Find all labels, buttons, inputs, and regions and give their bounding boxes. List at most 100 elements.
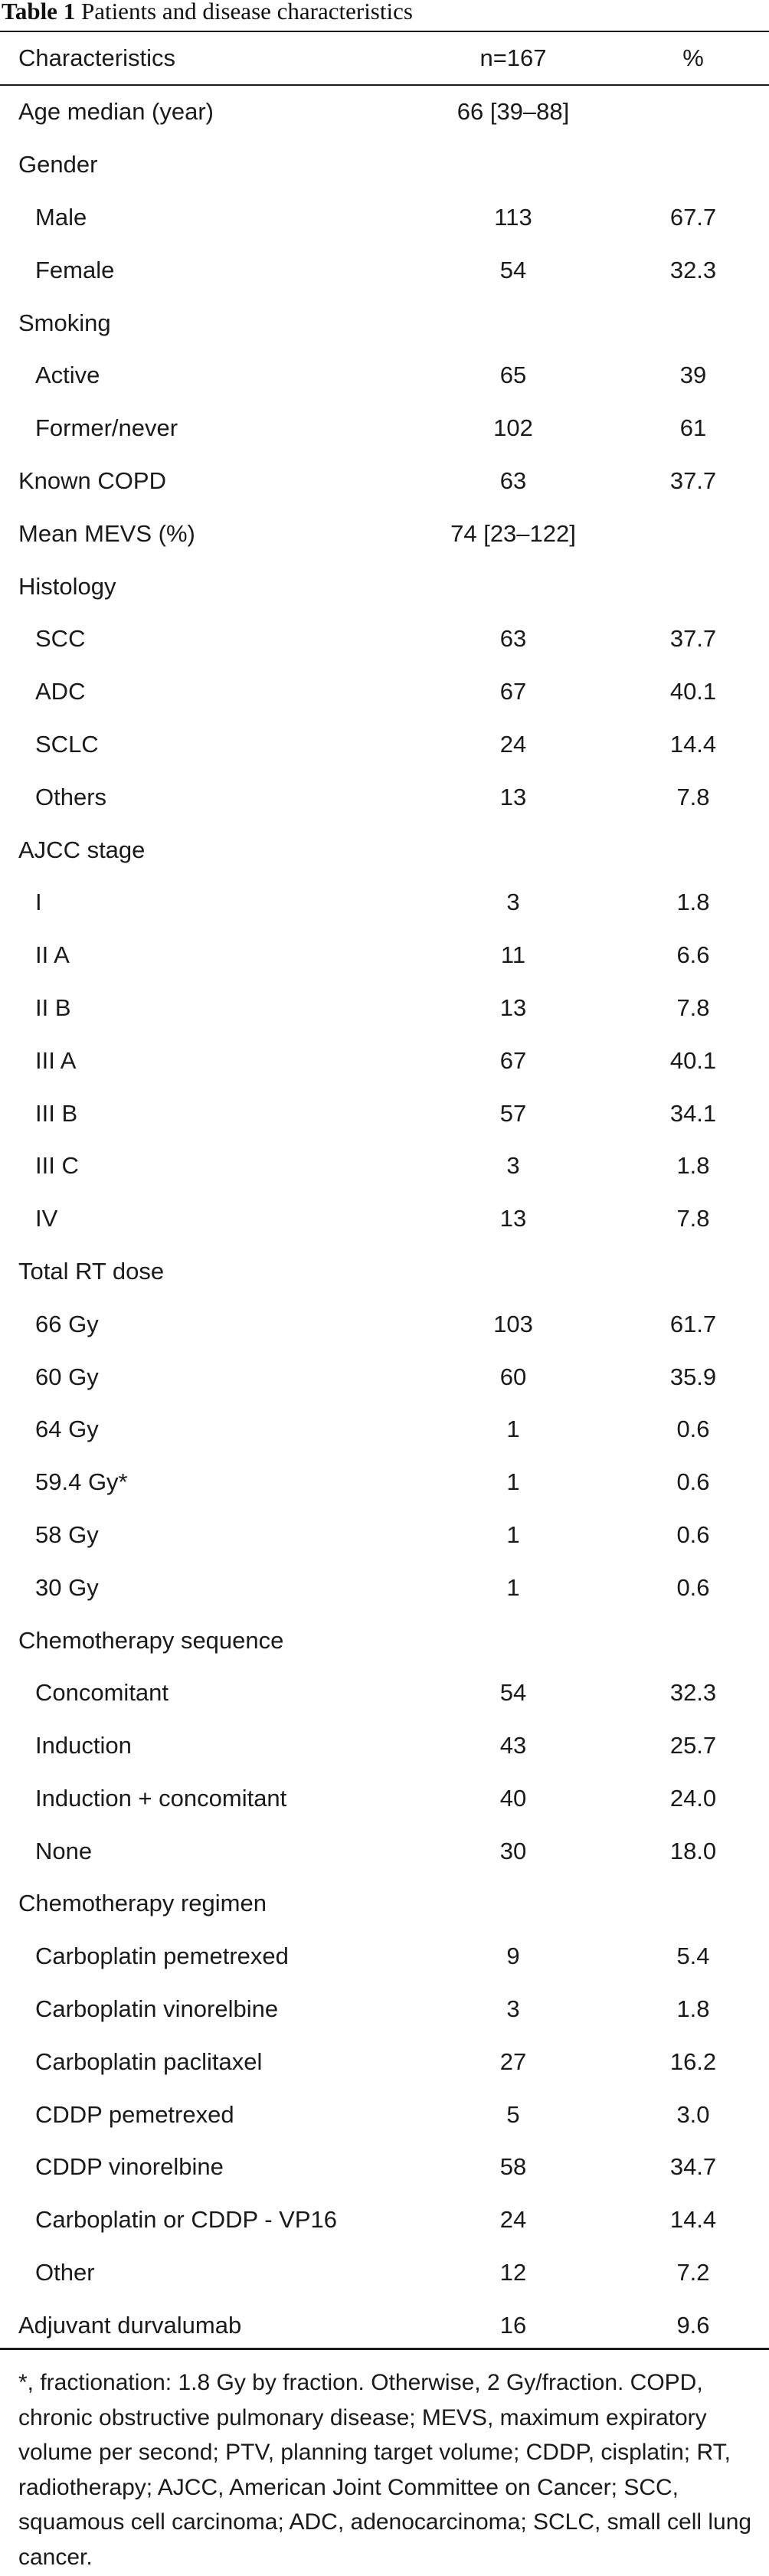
row-percent — [620, 139, 766, 191]
table-row: 60 Gy 60 35.9 — [0, 1350, 769, 1403]
row-n: 54 — [499, 1679, 527, 1707]
table-row: 30 Gy 1 0.6 — [0, 1561, 769, 1614]
row-percent — [620, 1245, 766, 1298]
row-label: Carboplatin or CDDP - VP16 — [35, 2206, 337, 2234]
table-row: Age median (year) 66 [39–88] — [0, 86, 769, 139]
table-row: IV 13 7.8 — [0, 1193, 769, 1245]
row-n: 3 — [506, 1995, 520, 2023]
row-percent: 37.7 — [669, 625, 717, 653]
table-row: II A 11 6.6 — [0, 929, 769, 982]
row-n — [398, 1614, 628, 1667]
table-row: III B 57 34.1 — [0, 1087, 769, 1140]
row-label: I — [35, 889, 42, 916]
row-percent — [620, 1877, 766, 1930]
table-row: AJCC stage — [0, 823, 769, 876]
row-n — [398, 296, 628, 349]
row-percent: 37.7 — [669, 466, 717, 494]
row-label: III B — [35, 1099, 78, 1127]
table-row: 64 Gy 1 0.6 — [0, 1403, 769, 1456]
row-percent — [620, 507, 766, 560]
table-row: 59.4 Gy* 1 0.6 — [0, 1456, 769, 1509]
table-row: Adjuvant durvalumab 16 9.6 — [0, 2299, 769, 2352]
row-label: Concomitant — [35, 1679, 169, 1707]
row-n: 1 — [506, 1468, 520, 1496]
row-n: 113 — [494, 203, 532, 231]
row-n: 1 — [506, 1416, 520, 1443]
row-label: AJCC stage — [18, 836, 146, 863]
row-n: 30 — [499, 1837, 527, 1864]
row-percent: 0.6 — [676, 1416, 710, 1443]
row-label: Age median (year) — [18, 98, 214, 126]
row-label: Known COPD — [18, 466, 166, 494]
table-header: Characteristics n=167 % — [0, 32, 769, 84]
row-label: III A — [35, 1046, 77, 1074]
row-n: 67 — [499, 678, 527, 705]
table-row: 66 Gy 103 61.7 — [0, 1298, 769, 1350]
table-row: Other 12 7.2 — [0, 2247, 769, 2299]
row-n: 12 — [499, 2259, 527, 2286]
row-percent: 14.4 — [669, 2206, 717, 2234]
table-row: Active 65 39 — [0, 349, 769, 402]
row-percent: 9.6 — [676, 2311, 710, 2339]
row-percent — [620, 823, 766, 876]
row-n — [398, 1877, 628, 1930]
table-row: CDDP pemetrexed 5 3.0 — [0, 2088, 769, 2141]
row-percent: 40.1 — [669, 1046, 717, 1074]
table-row: Chemotherapy sequence — [0, 1614, 769, 1667]
row-n: 3 — [506, 1152, 520, 1180]
row-n — [398, 1245, 628, 1298]
row-label: Gender — [18, 151, 98, 178]
table-row: Induction + concomitant 40 24.0 — [0, 1772, 769, 1825]
table-row: SCLC 24 14.4 — [0, 718, 769, 771]
table-row: CDDP vinorelbine 58 34.7 — [0, 2141, 769, 2194]
table-row: Gender — [0, 139, 769, 191]
row-percent: 7.8 — [676, 783, 710, 810]
row-n: 24 — [499, 2206, 527, 2234]
row-n: 1 — [506, 1520, 520, 1548]
row-label: II B — [35, 993, 71, 1021]
row-n: 54 — [499, 256, 527, 283]
row-percent: 5.4 — [676, 1943, 710, 1970]
row-label: Chemotherapy regimen — [18, 1890, 267, 1917]
row-label: SCLC — [35, 730, 99, 758]
row-label: Others — [35, 783, 107, 810]
row-percent: 14.4 — [669, 730, 717, 758]
table-caption-title: Patients and disease characteristics — [80, 0, 413, 25]
row-percent: 24.0 — [669, 1784, 717, 1812]
header-percent: % — [682, 44, 704, 71]
header-rule — [0, 84, 769, 86]
row-percent — [620, 1614, 766, 1667]
table-caption: Table 1 Patients and disease characteris… — [2, 0, 413, 29]
row-n: 43 — [499, 1732, 527, 1759]
row-percent: 6.6 — [676, 941, 710, 969]
row-label: Induction — [35, 1732, 132, 1759]
table-body: Age median (year) 66 [39–88] Gender Male 113… — [0, 86, 769, 2352]
row-n: 40 — [499, 1784, 527, 1812]
row-percent: 34.7 — [669, 2153, 717, 2181]
row-label: Other — [35, 2259, 95, 2286]
row-percent: 16.2 — [669, 2047, 717, 2075]
row-n — [398, 139, 628, 191]
row-percent: 61.7 — [669, 1310, 717, 1337]
row-n: 65 — [499, 362, 527, 389]
row-label: None — [35, 1837, 93, 1864]
row-percent — [620, 86, 766, 139]
row-label: Former/never — [35, 414, 178, 442]
table-row: Chemotherapy regimen — [0, 1877, 769, 1930]
row-percent: 32.3 — [669, 1679, 717, 1707]
table-caption-label: Table 1 — [2, 0, 76, 25]
row-percent: 1.8 — [676, 1995, 710, 2023]
row-percent — [620, 296, 766, 349]
row-label: Induction + concomitant — [35, 1784, 287, 1812]
table-row: Male 113 67.7 — [0, 191, 769, 244]
row-label: CDDP pemetrexed — [35, 2100, 234, 2128]
row-label: Total RT dose — [18, 1257, 165, 1285]
table-row: II B 13 7.8 — [0, 982, 769, 1035]
table-row: I 3 1.8 — [0, 876, 769, 929]
row-n — [398, 560, 628, 613]
row-label: 30 Gy — [35, 1573, 99, 1601]
row-label: Carboplatin pemetrexed — [35, 1943, 289, 1970]
row-label: CDDP vinorelbine — [35, 2153, 224, 2181]
row-n: 1 — [506, 1573, 520, 1601]
row-n: 74 [23–122] — [450, 519, 576, 547]
